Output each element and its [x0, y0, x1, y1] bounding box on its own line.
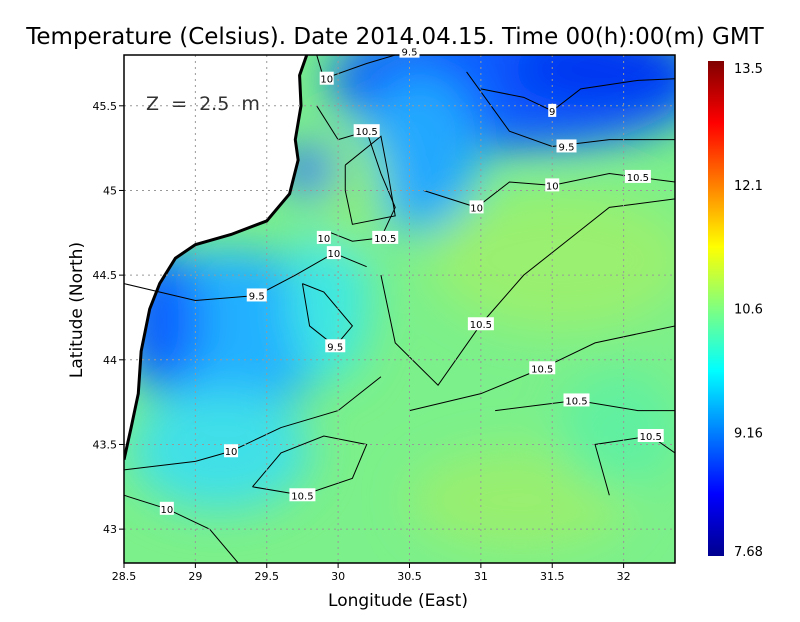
contour-label-bg — [545, 178, 560, 192]
y-tick-label: 43.5 — [93, 438, 118, 451]
x-tick-label: 31 — [474, 570, 488, 583]
y-tick-label: 45.5 — [93, 100, 118, 113]
contour-label: 9.5 — [249, 291, 265, 302]
contour-label-bg — [246, 288, 267, 302]
contour-line — [124, 494, 239, 563]
contour-label-bg — [563, 393, 590, 407]
contour-line — [124, 376, 382, 471]
contour-label: 10 — [225, 447, 238, 458]
contour-label-bg — [637, 429, 664, 442]
contour-label: 10.5 — [470, 320, 492, 331]
contour-label-bg — [399, 44, 420, 58]
contour-line — [380, 198, 675, 386]
contour-label: 10 — [320, 75, 333, 86]
contour-label: 10.5 — [291, 491, 313, 502]
contour-label: 10.5 — [531, 364, 553, 375]
x-axis: 28.5 29 29.5 30 30.5 31 31.5 32 — [112, 563, 631, 583]
y-tick-label: 44.5 — [93, 269, 118, 282]
contour-label: 10.5 — [627, 173, 649, 184]
contour-label: 10 — [546, 181, 559, 192]
colorbar-ticks: 13.5 12.1 10.6 9.16 7.68 — [734, 62, 763, 560]
plot-title: Temperature (Celsius). Date 2014.04.15. … — [25, 24, 764, 50]
y-tick-label: 45 — [103, 184, 117, 197]
contour-label-bg — [159, 501, 174, 515]
contour-line — [423, 173, 675, 208]
contour-label: 9.5 — [559, 142, 575, 153]
contour-label: 10.5 — [640, 432, 662, 443]
colorbar-tick-label: 9.16 — [734, 426, 763, 441]
y-tick-label: 44 — [103, 354, 117, 367]
contour-label: 9.5 — [402, 48, 418, 59]
contour-line — [594, 435, 675, 496]
contour-line — [495, 399, 675, 412]
grid-lines — [124, 55, 675, 563]
contour-label: 10 — [327, 249, 340, 260]
contour-label-bg — [529, 361, 556, 375]
x-tick-label: 29.5 — [254, 570, 279, 583]
contour-label: 10.5 — [374, 234, 396, 245]
colorbar — [708, 61, 724, 556]
contour-line — [344, 135, 396, 225]
colorbar-tick-label: 13.5 — [734, 62, 763, 77]
contour-label-bg — [224, 444, 239, 458]
colorbar-tick-label: 10.6 — [734, 303, 763, 318]
contour-label: 10 — [317, 234, 330, 245]
contour-label-bg — [469, 200, 484, 214]
contour-line — [480, 78, 675, 112]
contour-label: 10.5 — [356, 127, 378, 138]
coastline — [124, 55, 309, 461]
contour-label: 10 — [160, 505, 173, 516]
contour-label-bg — [289, 488, 316, 502]
contour-label-bg — [548, 103, 557, 117]
temperature-field — [124, 55, 675, 563]
land-area — [124, 55, 307, 460]
contour-label-bg — [467, 317, 494, 331]
contour-label-bg — [624, 169, 651, 183]
x-tick-label: 30 — [331, 570, 345, 583]
land-mask — [124, 55, 309, 461]
depth-label: Z = 2.5 m — [146, 93, 260, 115]
x-tick-label: 29 — [188, 570, 202, 583]
contour-label-bg — [319, 71, 334, 85]
contour-label: 9 — [549, 107, 555, 118]
contour-label-bg — [326, 246, 341, 260]
contour-label-bg — [316, 230, 331, 244]
colorbar-tick-label: 7.68 — [734, 545, 763, 560]
contour-label-bg — [353, 124, 380, 138]
contour-label: 9.5 — [327, 342, 343, 353]
contour-line — [301, 283, 354, 347]
x-axis-label: Longitude (East) — [328, 591, 468, 611]
contour-line — [316, 55, 396, 80]
x-tick-label: 32 — [617, 570, 631, 583]
contour-label-bg — [556, 139, 577, 153]
contour-label-bg — [325, 339, 346, 353]
contour-label-bg — [372, 230, 399, 244]
y-tick-label: 43 — [103, 523, 117, 536]
contour-label: 10.5 — [565, 396, 587, 407]
x-tick-label: 31.5 — [540, 570, 565, 583]
contour-label: 10 — [470, 203, 483, 214]
contour-labels: 9.5 10 9 10.5 9.5 10 10.5 10 10.5 10 10 9.5 9.5 10.5 1… — [159, 44, 664, 516]
colorbar-tick-label: 12.1 — [734, 179, 763, 194]
x-tick-label: 30.5 — [397, 570, 422, 583]
x-tick-label: 28.5 — [112, 570, 137, 583]
y-axis-label: Latitude (North) — [67, 242, 87, 378]
y-axis: 43 43.5 44 44.5 45 45.5 — [93, 100, 124, 536]
